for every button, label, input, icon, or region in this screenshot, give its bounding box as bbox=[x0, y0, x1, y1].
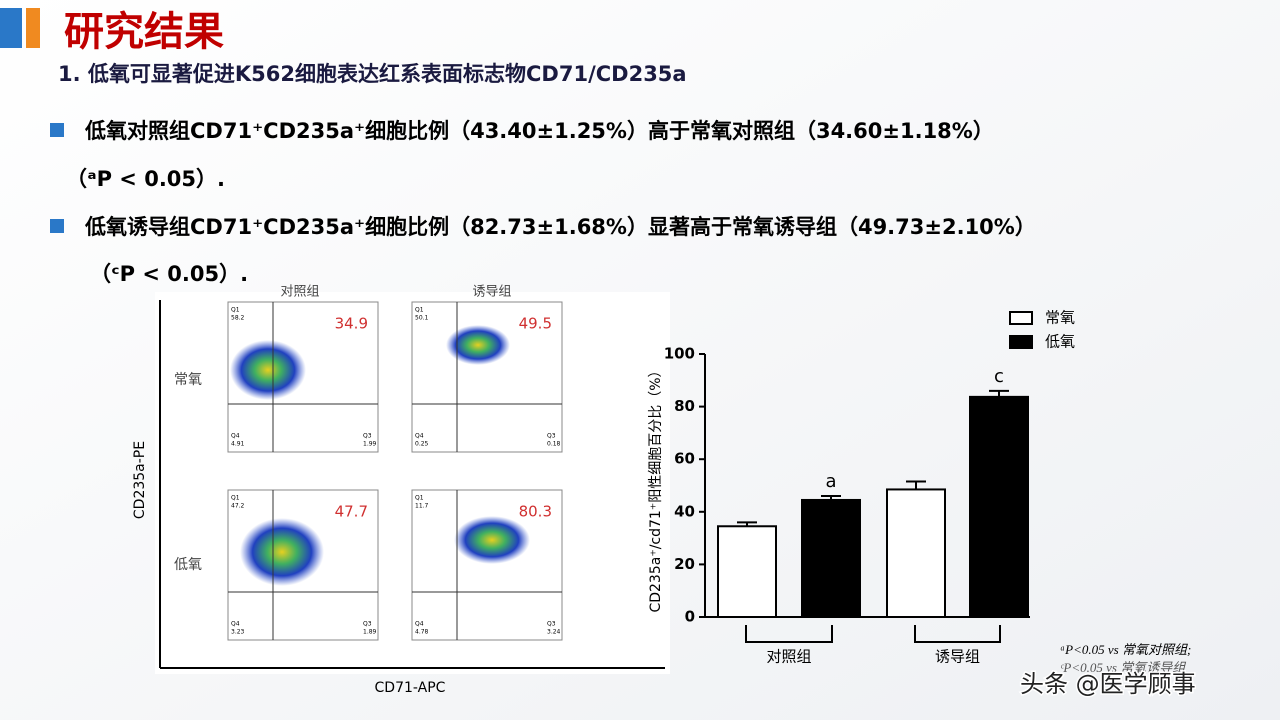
quadrant-name: Q4 bbox=[415, 621, 424, 628]
quadrant-name: Q1 bbox=[415, 307, 424, 314]
quadrant-value: 80.3 bbox=[519, 503, 552, 521]
quadrant-value: 49.5 bbox=[519, 315, 552, 333]
cell-cloud bbox=[446, 325, 510, 365]
y-tick-label: 20 bbox=[674, 555, 695, 573]
quadrant-name: Q4 bbox=[231, 433, 240, 440]
quadrant-value: 47.7 bbox=[335, 503, 368, 521]
quadrant-value: 0.25 bbox=[415, 441, 429, 448]
quadrant-value: 1.89 bbox=[363, 629, 377, 636]
quadrant-value: 11.7 bbox=[415, 503, 429, 510]
legend-swatch bbox=[1009, 311, 1033, 325]
quadrant-name: Q3 bbox=[363, 433, 372, 440]
watermark: 头条 @医学顾事 bbox=[1020, 670, 1196, 698]
cell-cloud bbox=[240, 518, 324, 586]
quadrant-value: 3.24 bbox=[547, 629, 561, 636]
significance: a bbox=[825, 471, 836, 492]
y-tick-label: 60 bbox=[674, 450, 695, 468]
y-tick-label: 100 bbox=[664, 345, 695, 363]
quadrant-value: 50.1 bbox=[415, 315, 429, 322]
footnote: ᶜP<0.05 vs 常氧诱导组 bbox=[1060, 660, 1186, 675]
quadrant-value: 4.78 bbox=[415, 629, 429, 636]
bullet-icon bbox=[50, 219, 64, 233]
flow-y-label: CD235a-PE bbox=[132, 441, 148, 519]
quadrant-value: 47.2 bbox=[231, 503, 245, 510]
quadrant-value: 34.9 bbox=[335, 315, 368, 333]
y-axis-label: CD235a⁺/cd71⁺阳性细胞百分比（%） bbox=[648, 363, 664, 612]
flow-plot bbox=[411, 489, 563, 641]
bar bbox=[801, 498, 861, 618]
cell-cloud bbox=[454, 516, 530, 564]
bullet-text: （ᶜP < 0.05）. bbox=[90, 262, 248, 286]
flow-column: 对照组 bbox=[280, 285, 319, 300]
quadrant-name: Q1 bbox=[231, 307, 240, 314]
deco bbox=[26, 8, 40, 48]
legend-swatch bbox=[1009, 335, 1033, 349]
significance: c bbox=[994, 366, 1004, 387]
group-bracket bbox=[914, 625, 1001, 643]
group-bracket bbox=[745, 625, 833, 643]
y-tick-label: 40 bbox=[674, 502, 695, 520]
deco bbox=[0, 8, 22, 48]
bullet-text: 低氧对照组CD71⁺CD235a⁺细胞比例（43.40±1.25%）高于常氧对照… bbox=[84, 119, 994, 143]
quadrant-name: Q1 bbox=[231, 495, 240, 502]
quadrant-name: Q3 bbox=[547, 621, 556, 628]
quadrant-name: Q4 bbox=[415, 433, 424, 440]
x-tick-label: 诱导组 bbox=[935, 648, 980, 666]
quadrant-name: Q3 bbox=[547, 433, 556, 440]
quadrant-value: 4.91 bbox=[231, 441, 245, 448]
flow-row: 常氧 bbox=[174, 372, 202, 388]
footnote: ᵃP<0.05 vs 常氧对照组; bbox=[1060, 642, 1191, 657]
bar bbox=[717, 525, 777, 619]
flow-row: 低氧 bbox=[174, 557, 202, 573]
y-tick-label: 80 bbox=[674, 397, 695, 415]
x-tick-label: 对照组 bbox=[766, 648, 811, 666]
bullet-icon bbox=[50, 123, 64, 137]
quadrant-name: Q4 bbox=[231, 621, 240, 628]
subtitle: 1. 低氧可显著促进K562细胞表达红系表面标志物CD71/CD235a bbox=[58, 62, 687, 86]
flow-column: 诱导组 bbox=[472, 285, 511, 300]
bullet-text: 低氧诱导组CD71⁺CD235a⁺细胞比例（82.73±1.68%）显著高于常氧… bbox=[84, 215, 1036, 239]
flow-x-label: CD71-APC bbox=[375, 680, 446, 696]
quadrant-value: 3.23 bbox=[231, 629, 245, 636]
bullet-text: （ᵃP < 0.05）. bbox=[66, 167, 225, 191]
quadrant-value: 1.99 bbox=[363, 441, 377, 448]
bar bbox=[969, 395, 1029, 618]
quadrant-name: Q1 bbox=[415, 495, 424, 502]
quadrant-value: 58.2 bbox=[231, 315, 245, 322]
title: 研究结果 bbox=[64, 9, 224, 55]
quadrant-name: Q3 bbox=[363, 621, 372, 628]
cell-cloud bbox=[230, 340, 306, 400]
quadrant-value: 0.18 bbox=[547, 441, 561, 448]
bar bbox=[886, 488, 946, 619]
y-tick-label: 0 bbox=[685, 608, 695, 626]
legend-label: 常氧 bbox=[1045, 309, 1075, 327]
legend-label: 低氧 bbox=[1045, 333, 1075, 351]
